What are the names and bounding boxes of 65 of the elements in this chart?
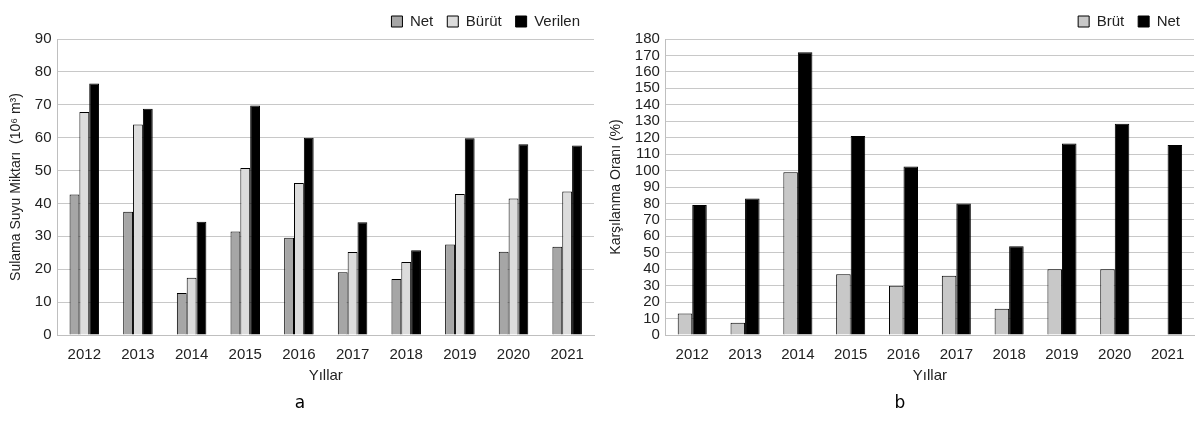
y-tick-label: 140 <box>634 94 660 112</box>
bar <box>850 136 866 335</box>
x-tick-label: 2013 <box>121 345 155 363</box>
x-tick-label: 2015 <box>834 345 868 363</box>
legend-label: Bürüt <box>465 11 503 29</box>
y-tick-label: 60 <box>643 226 660 244</box>
y-tick-label: 160 <box>634 62 660 80</box>
y-tick-label: 30 <box>34 226 52 244</box>
x-tick-label: 2021 <box>550 345 584 363</box>
y-tick-label: 150 <box>634 78 660 96</box>
x-tick-label: 2014 <box>781 345 815 363</box>
x-tick-label: 2019 <box>1045 345 1079 363</box>
legend-label: Brüt <box>1096 11 1125 29</box>
y-tick-label: 170 <box>634 45 660 63</box>
x-tick-label: 2016 <box>282 345 316 363</box>
x-tick-label: 2012 <box>675 345 709 363</box>
y-tick-label: 20 <box>34 259 52 277</box>
x-tick-label: 2013 <box>728 345 762 363</box>
x-axis-title: Yıllar <box>308 366 343 384</box>
y-tick-label: 30 <box>643 275 660 293</box>
y-tick-label: 80 <box>34 62 52 80</box>
text: a <box>293 392 307 412</box>
y-axis-title: Karşılanma Oranı (%) <box>607 119 624 255</box>
y-tick-label: 40 <box>34 193 52 211</box>
bar <box>1167 145 1183 335</box>
bar <box>1061 143 1077 335</box>
y-tick-label: 100 <box>634 160 660 178</box>
y-tick-label: 20 <box>643 292 660 310</box>
y-tick-label: 130 <box>634 111 660 129</box>
x-tick-label: 2019 <box>443 345 477 363</box>
x-tick-label: 2018 <box>992 345 1026 363</box>
y-tick-label: 10 <box>34 292 52 310</box>
x-tick-label: 2016 <box>886 345 921 363</box>
y-tick-label: 10 <box>643 308 660 326</box>
x-axis-title: Yıllar <box>912 366 948 384</box>
x-tick-label: 2012 <box>67 345 101 363</box>
y-tick-label: 180 <box>634 29 660 47</box>
y-tick-label: 120 <box>634 127 660 145</box>
y-tick-label: 50 <box>643 242 660 260</box>
bar <box>797 52 813 335</box>
y-tick-label: 70 <box>34 94 52 112</box>
x-tick-label: 2014 <box>174 345 209 363</box>
legend-label: Net <box>409 11 435 29</box>
y-tick-label: 40 <box>643 259 660 277</box>
x-tick-label: 2020 <box>496 345 531 363</box>
x-tick-label: 2021 <box>1150 345 1185 363</box>
y-tick-label: 80 <box>643 193 660 211</box>
y-tick-label: 90 <box>34 29 52 47</box>
y-tick-label: 110 <box>635 144 660 162</box>
legend-label: Verilen <box>534 11 581 29</box>
y-tick-label: 0 <box>43 325 52 343</box>
x-tick-label: 2015 <box>228 345 262 363</box>
x-tick-label: 2018 <box>389 345 423 363</box>
bar <box>1114 123 1130 335</box>
y-tick-label: 70 <box>643 210 660 228</box>
x-tick-label: 2020 <box>1098 345 1132 363</box>
y-axis-title: Sulama Suyu Miktarı (10⁶ m³) <box>7 93 24 281</box>
y-tick-label: 60 <box>34 127 52 145</box>
x-tick-label: 2017 <box>939 345 974 363</box>
y-tick-label: 0 <box>651 325 660 343</box>
x-tick-label: 2017 <box>335 345 370 363</box>
y-tick-label: 90 <box>643 177 660 195</box>
legend-label: Net <box>1156 11 1181 29</box>
text: b <box>893 392 907 412</box>
y-tick-label: 50 <box>34 160 52 178</box>
